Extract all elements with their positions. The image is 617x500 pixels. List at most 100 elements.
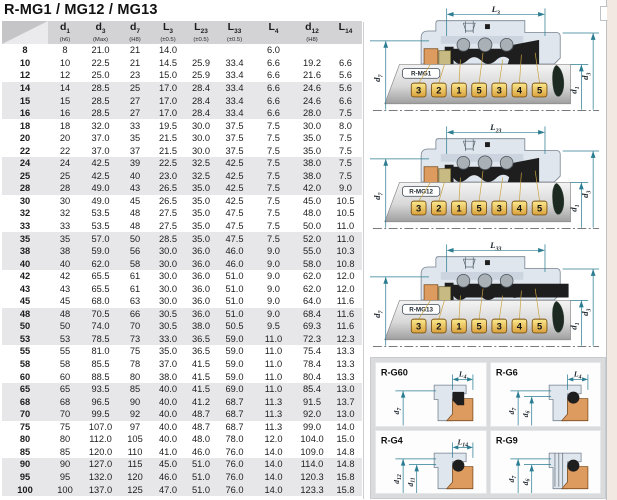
cell: 46.0	[225, 246, 244, 257]
cell: 51.0	[225, 296, 244, 307]
cell: 21	[129, 57, 141, 68]
cell	[185, 44, 217, 57]
leader-line	[478, 170, 484, 202]
row-label: 32	[19, 208, 31, 219]
cell: 14.0	[264, 459, 283, 470]
drive-collar	[507, 39, 540, 65]
leader-line	[498, 295, 504, 320]
cell: 9.0	[339, 183, 352, 194]
cell: 28.0	[302, 108, 322, 119]
cell: 62.0	[302, 283, 322, 294]
cell: 35.0	[191, 233, 211, 244]
cell: 33.4	[225, 57, 244, 68]
cell: 37.0	[91, 133, 110, 144]
row-label: 65	[19, 384, 31, 395]
cell: 22.5	[91, 57, 110, 68]
part-number-tag: 2	[430, 82, 447, 98]
cell: 41.0	[158, 446, 178, 457]
cell: 6.6	[339, 57, 352, 68]
svg-text:1: 1	[456, 321, 461, 331]
cell: 80.4	[302, 371, 322, 382]
dimension-top: L33	[446, 240, 546, 272]
leader-line	[498, 59, 504, 84]
dimension-right-1: d1	[568, 64, 589, 110]
cell: 10.5	[336, 195, 355, 206]
cell	[217, 44, 252, 57]
row-label: 16	[19, 108, 31, 119]
cell: 17.0	[158, 83, 178, 93]
table-row: 48 48 70.5 66 30.5 36.0 51.0 9.0 68.4 11.6	[2, 307, 362, 321]
table-row: 33 33 53.5 48 27.5 35.0 47.5 7.5 50.0 11.0	[2, 220, 362, 233]
cell: 26.5	[158, 195, 178, 206]
cell: 40	[129, 170, 141, 181]
cell: 120	[127, 471, 143, 482]
part-number-tag: 3	[491, 318, 508, 334]
cell: 11.3	[264, 421, 283, 432]
cell: 75	[59, 421, 71, 432]
part-number-tag: 3	[491, 200, 508, 216]
cell: 76.0	[225, 471, 244, 482]
fluid-drop	[552, 301, 565, 333]
cell: 48.0	[302, 208, 322, 219]
cell: 33.4	[225, 95, 244, 106]
dimension-top: L23	[446, 122, 546, 154]
cell: 48	[129, 208, 141, 219]
detail-card-g9: R-G9 d7 d6	[489, 429, 601, 494]
cell: 30.0	[158, 296, 178, 307]
row-label: 53	[19, 333, 31, 344]
row-label: 18	[19, 120, 31, 131]
cell: 85	[129, 384, 141, 395]
cell: 40.0	[158, 434, 178, 445]
row-label: 48	[19, 308, 31, 319]
seat-ring	[445, 465, 474, 489]
dimension-right-2: d3	[562, 268, 600, 346]
cell: 36.0	[191, 283, 211, 294]
cell: 53.5	[91, 208, 110, 219]
cell: 13.0	[336, 384, 355, 395]
cell: 51.0	[225, 283, 244, 294]
cell: 13.3	[336, 371, 355, 382]
cell: 25.9	[191, 70, 211, 81]
cell: 28	[59, 183, 71, 194]
cell: 132.0	[88, 471, 113, 482]
cell: 22	[59, 145, 71, 156]
cell: 6.6	[267, 95, 280, 106]
leader-line	[438, 181, 446, 202]
cell: 36.0	[191, 296, 211, 307]
card-label: R-G60	[381, 368, 408, 378]
cell: 9.0	[267, 283, 280, 294]
dimension-label-left-2: d6	[520, 478, 531, 485]
datasheet-left-pane: R-MG1 / MG12 / MG13 d1 (h6) d3 (Max) d7 (H8) L…	[2, 1, 362, 496]
cell: 47.5	[225, 233, 244, 244]
cell: 50	[129, 233, 141, 244]
drive-collar	[507, 157, 540, 183]
cell: 6.6	[267, 108, 280, 119]
cell: 15.0	[158, 70, 178, 81]
column-header: L3 (±0.5)	[160, 21, 176, 44]
table-row: 32 32 53.5 48 27.5 35.0 47.5 7.5 48.0 10.5	[2, 207, 362, 220]
cell: 37.5	[225, 145, 244, 156]
row-label: 95	[19, 471, 31, 482]
dimension-label-top: L3	[491, 4, 500, 16]
cell: 46.0	[225, 258, 244, 269]
cell: 52.0	[302, 233, 322, 244]
cell: 9.0	[267, 271, 280, 282]
table-row: 65 65 93.5 85 40.0 41.5 69.0 11.0 85.4 13.0	[2, 382, 362, 396]
cell: 76.0	[225, 446, 244, 457]
cell: 28.5	[158, 233, 178, 244]
cell: 47.5	[225, 221, 244, 232]
cell: 9.5	[267, 321, 280, 332]
table-row: 22 22 37.0 37 21.5 30.0 37.5 7.5 35.0 7.5	[2, 144, 362, 157]
table-row: 45 45 68.0 63 30.0 36.0 51.0 9.0 64.0 11.6	[2, 295, 362, 308]
leader-line	[458, 295, 461, 320]
leader-line	[458, 59, 461, 84]
fluid-drop	[552, 183, 565, 215]
column-header-corner	[2, 21, 48, 45]
cell: 91.5	[302, 396, 322, 407]
cell: 68	[59, 396, 71, 407]
card-label: R-G9	[495, 435, 517, 445]
leader-line	[478, 52, 484, 84]
dimension-label-right-1: d1	[568, 86, 580, 93]
table-row: 8 8 21.0 21 14.0 6.0	[2, 44, 362, 57]
svg-text:5: 5	[537, 321, 542, 331]
